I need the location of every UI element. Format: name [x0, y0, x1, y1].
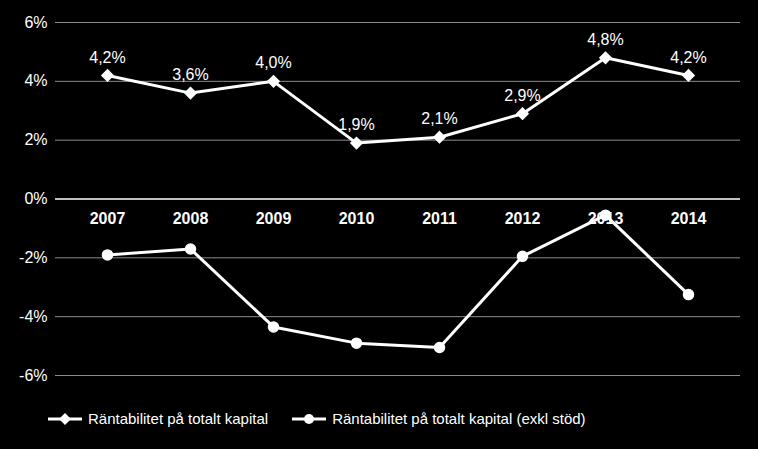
svg-text:4,8%: 4,8% [587, 31, 623, 48]
svg-text:-4%: -4% [19, 308, 47, 325]
svg-text:-6%: -6% [19, 367, 47, 384]
svg-text:4,0%: 4,0% [255, 54, 291, 71]
svg-text:4,2%: 4,2% [670, 49, 706, 66]
svg-text:2009: 2009 [256, 210, 292, 227]
svg-text:2,9%: 2,9% [504, 87, 540, 104]
svg-text:2012: 2012 [505, 210, 541, 227]
svg-text:2%: 2% [24, 131, 47, 148]
svg-text:2011: 2011 [422, 210, 457, 227]
svg-text:2007: 2007 [90, 210, 126, 227]
svg-text:1,9%: 1,9% [338, 116, 374, 133]
svg-text:4,2%: 4,2% [89, 49, 125, 66]
svg-text:2,1%: 2,1% [421, 110, 457, 127]
svg-text:2008: 2008 [173, 210, 209, 227]
svg-text:4%: 4% [24, 72, 47, 89]
svg-text:2014: 2014 [671, 210, 707, 227]
html-text:Räntabilitet på totalt kapital: Räntabilitet på totalt kapital (exkl stö… [332, 410, 586, 427]
svg-text:2010: 2010 [339, 210, 375, 227]
svg-text:3,6%: 3,6% [172, 66, 208, 83]
html-text:Räntabilitet på totalt kapital: Räntabilitet på totalt kapital [88, 410, 269, 427]
svg-text:-2%: -2% [19, 249, 47, 266]
svg-text:0%: 0% [24, 190, 47, 207]
svg-text:2013: 2013 [588, 210, 624, 227]
svg-text:6%: 6% [24, 14, 47, 31]
